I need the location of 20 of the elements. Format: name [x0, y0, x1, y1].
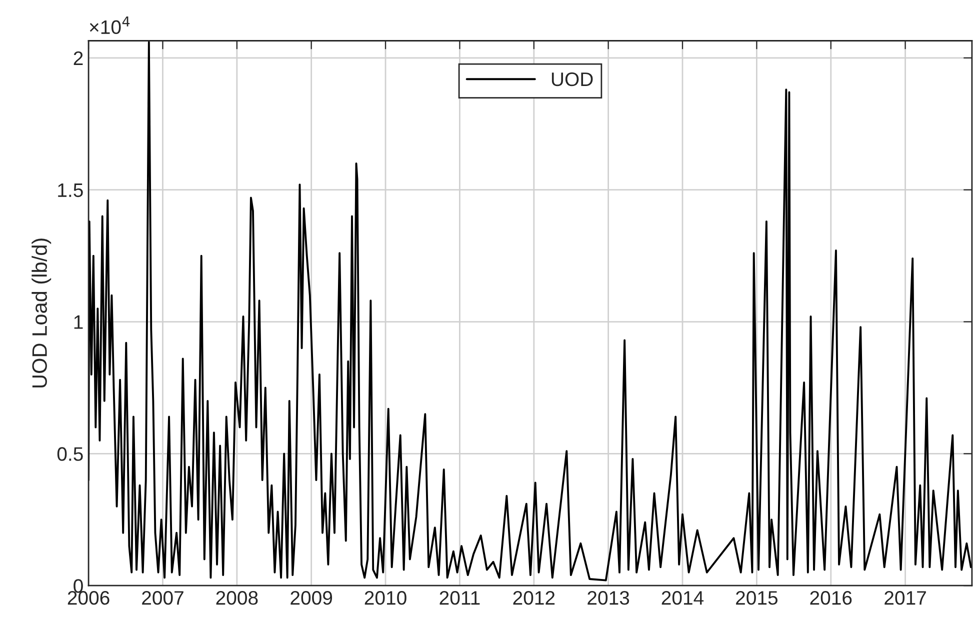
y-tick-label: 0.5 [57, 447, 83, 461]
x-tick-label: 2017 [884, 590, 926, 605]
x-tick-label: 2008 [216, 590, 258, 605]
y-tick-label: 0 [74, 579, 83, 593]
x-tick-label: 2007 [142, 590, 184, 605]
legend-label: UOD [552, 72, 593, 86]
y-tick-label: 1 [74, 315, 83, 329]
x-tick-label: 2012 [513, 590, 555, 605]
text: ×10$^{4}$ [90, 16, 130, 34]
x-tick-label: 2014 [662, 590, 704, 605]
x-tick-label: 2006 [68, 590, 110, 605]
y-axis-title: UOD Load (lb/d) [32, 238, 52, 388]
x-tick-label: 2009 [290, 590, 332, 605]
y-tick-label: 1.5 [58, 184, 83, 198]
x-tick-label: 2015 [736, 590, 778, 605]
x-tick-label: 2013 [588, 590, 630, 605]
y-tick-label: 2 [74, 51, 83, 65]
x-tick-label: 2016 [810, 590, 852, 605]
x-tick-label: 2011 [440, 590, 480, 605]
x-tick-label: 2010 [364, 590, 406, 605]
